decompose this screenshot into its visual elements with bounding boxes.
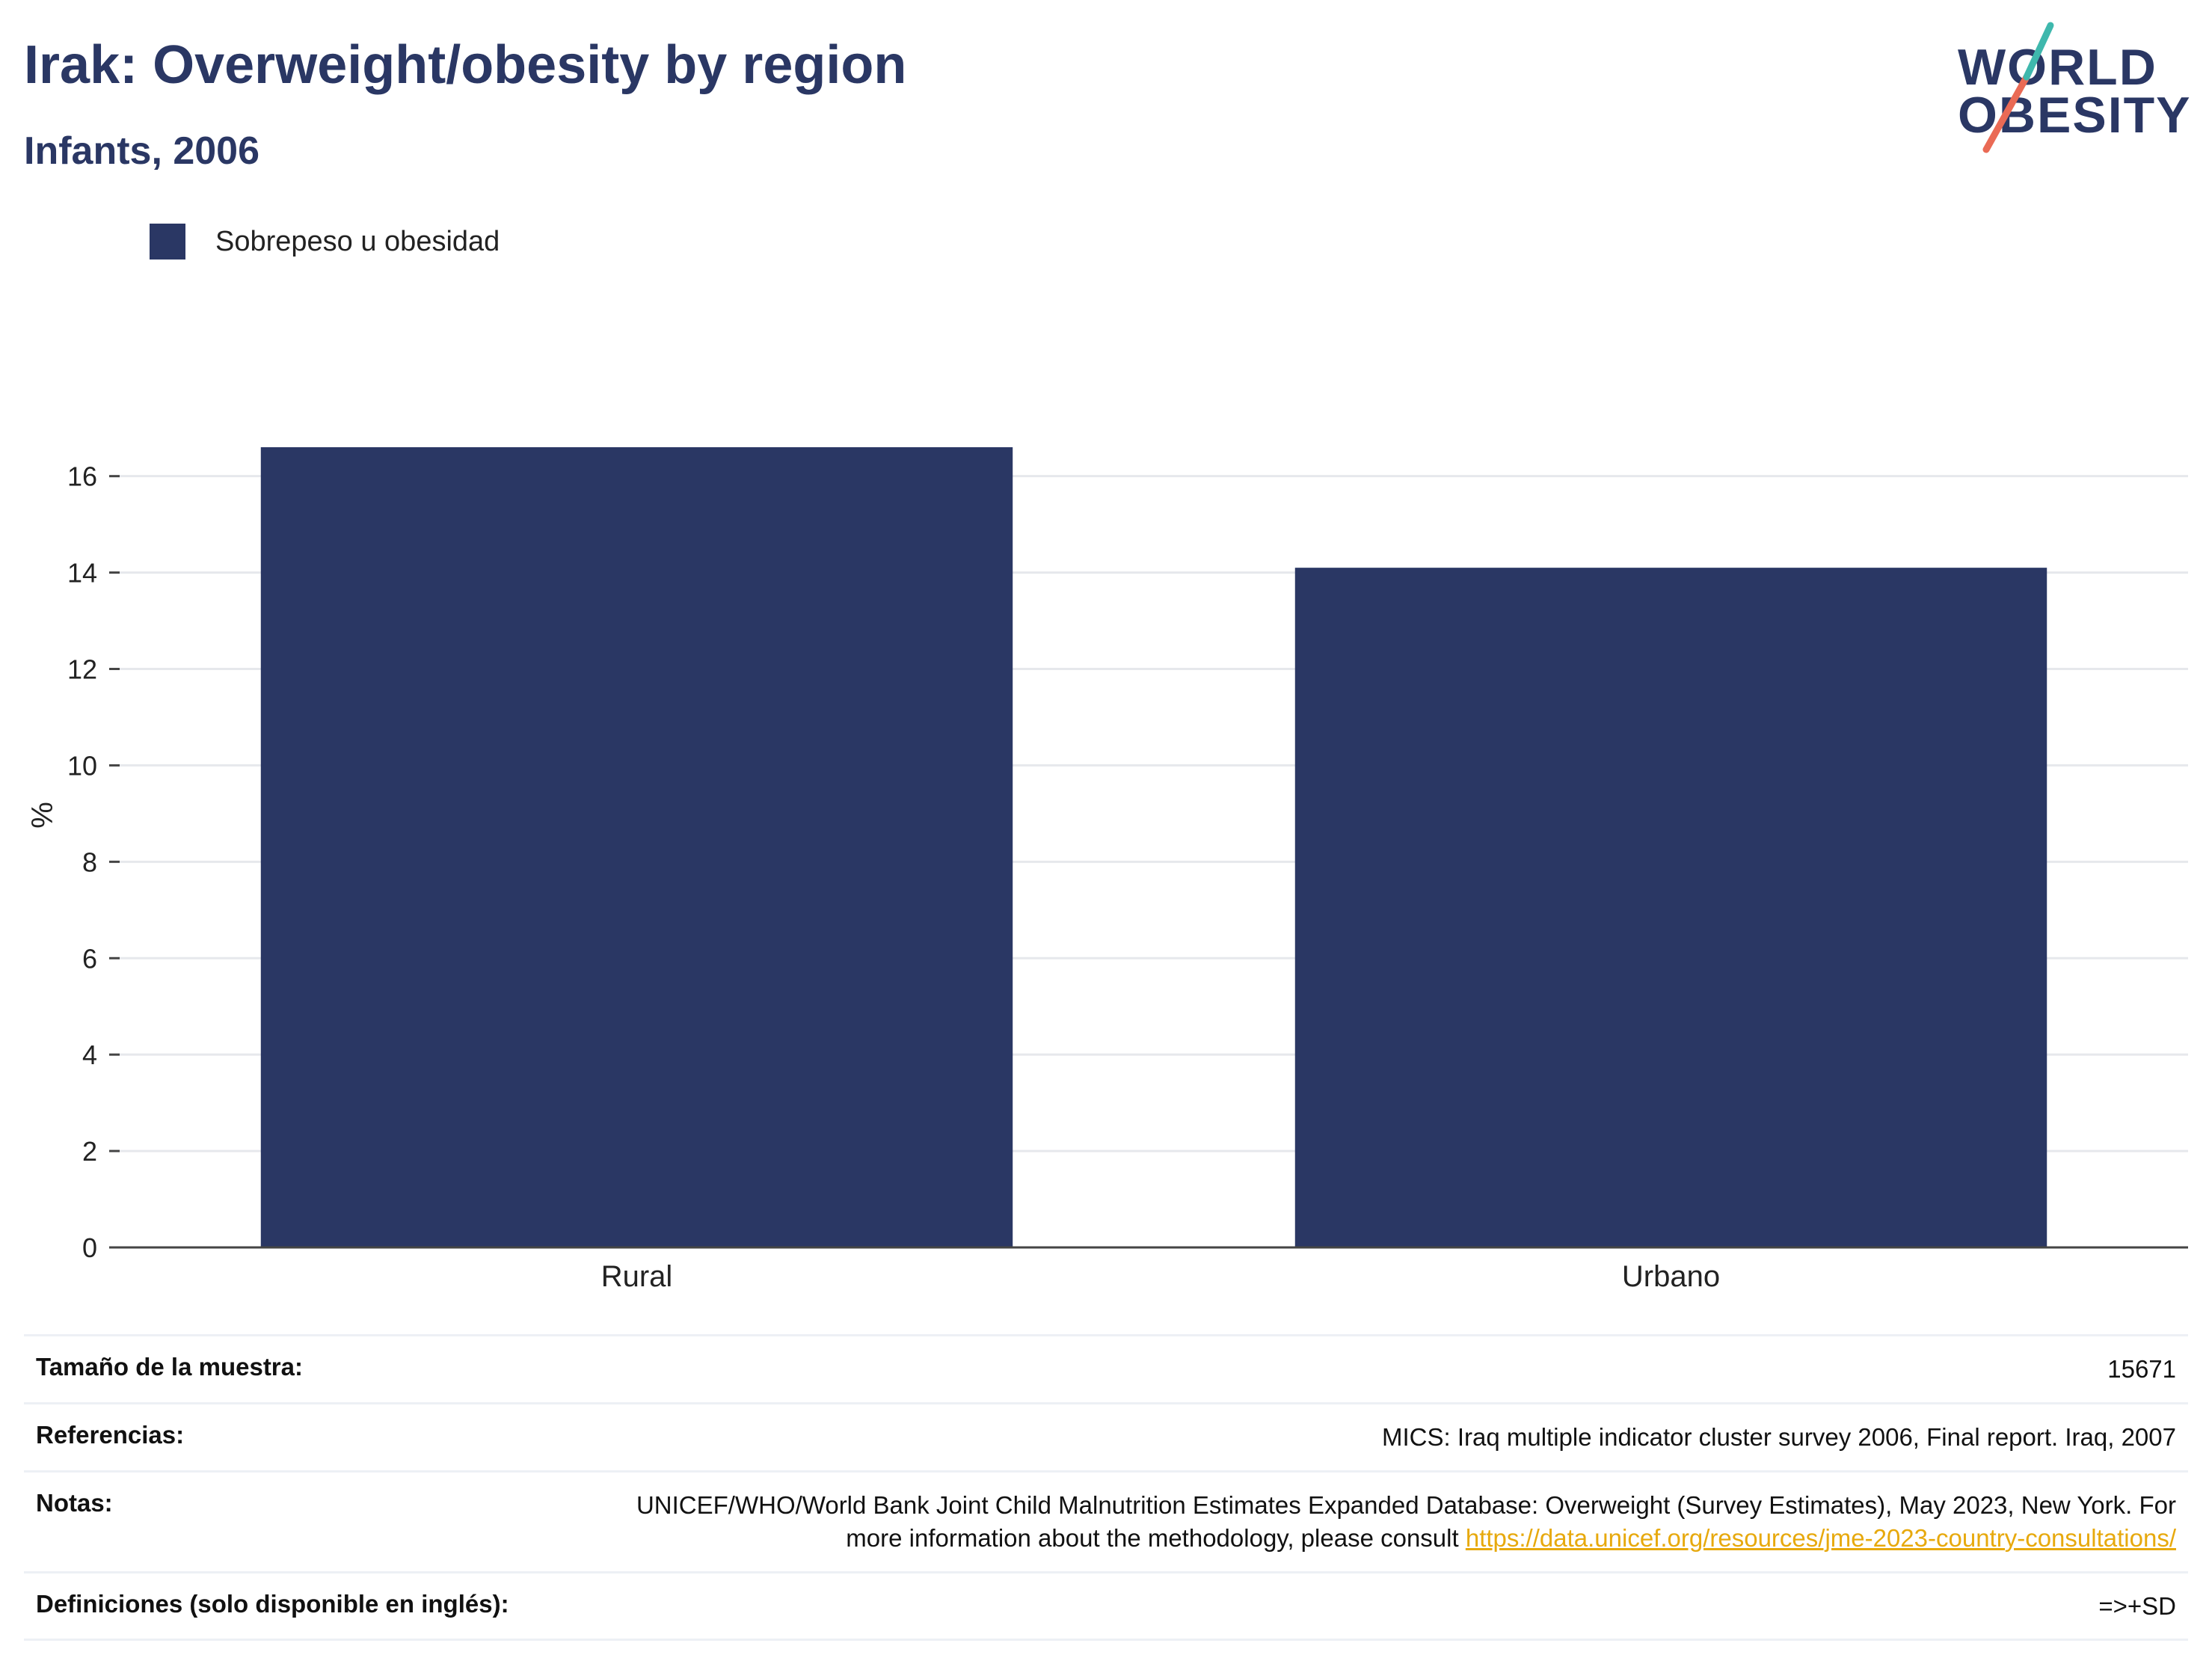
info-table: Tamaño de la muestra: 15671 Referencias:…	[24, 1334, 2188, 1642]
y-tick-label: 6	[82, 943, 97, 974]
bar-urbano[interactable]	[1294, 568, 2047, 1247]
y-tick-label: 16	[67, 461, 97, 492]
bars	[260, 447, 2047, 1247]
chart-legend[interactable]: Sobrepeso u obesidad	[150, 223, 500, 260]
chart-subtitle: Infants, 2006	[24, 129, 260, 173]
bar-chart: 0 2 4 6 8 10 12 14 16 Rural Urbano%	[26, 447, 2188, 1293]
info-key: Definiciones (solo disponible en inglés)…	[36, 1589, 509, 1618]
notes-text: UNICEF/WHO/World Bank Joint Child Malnut…	[636, 1490, 2176, 1552]
legend-swatch	[150, 224, 185, 260]
info-row-sample-size: Tamaño de la muestra: 15671	[24, 1334, 2188, 1402]
y-tick-label: 8	[82, 847, 97, 877]
info-row-references: Referencias: MICS: Iraq multiple indicat…	[24, 1401, 2188, 1470]
logo-slash-icon	[1982, 22, 2054, 153]
info-key: Referencias:	[36, 1420, 185, 1449]
y-tick-label: 4	[82, 1040, 97, 1070]
info-value: UNICEF/WHO/World Bank Joint Child Malnut…	[636, 1489, 2176, 1555]
y-tick-label: 0	[82, 1232, 97, 1263]
y-tick-label: 2	[82, 1136, 97, 1167]
x-tick-label: Urbano	[1622, 1260, 1720, 1293]
world-obesity-logo: WORLD OBESITY	[1944, 21, 2199, 156]
info-value: MICS: Iraq multiple indicator cluster su…	[1382, 1422, 2176, 1451]
info-value: =>+SD	[2098, 1591, 2176, 1620]
y-tick-label: 14	[67, 558, 97, 589]
info-row-definitions: Definiciones (solo disponible en inglés)…	[24, 1570, 2188, 1642]
legend-label: Sobrepeso u obesidad	[215, 225, 500, 257]
info-key: Notas:	[36, 1488, 113, 1517]
y-axis-label: %	[26, 802, 59, 829]
y-tick-label: 10	[67, 750, 97, 781]
logo-line-1: WORLD	[1958, 39, 2157, 96]
info-row-notes: Notas: UNICEF/WHO/World Bank Joint Child…	[24, 1470, 2188, 1571]
methodology-link[interactable]: https://data.unicef.org/resources/jme-20…	[1465, 1523, 2176, 1552]
axes: 0 2 4 6 8 10 12 14 16 Rural Urbano%	[26, 461, 2188, 1293]
info-value: 15671	[2107, 1355, 2176, 1383]
chart-title: Irak: Overweight/obesity by region	[24, 35, 907, 95]
bar-rural[interactable]	[260, 447, 1013, 1247]
x-tick-label: Rural	[601, 1260, 673, 1293]
y-tick-label: 12	[67, 654, 97, 685]
info-key: Tamaño de la muestra:	[36, 1353, 303, 1381]
